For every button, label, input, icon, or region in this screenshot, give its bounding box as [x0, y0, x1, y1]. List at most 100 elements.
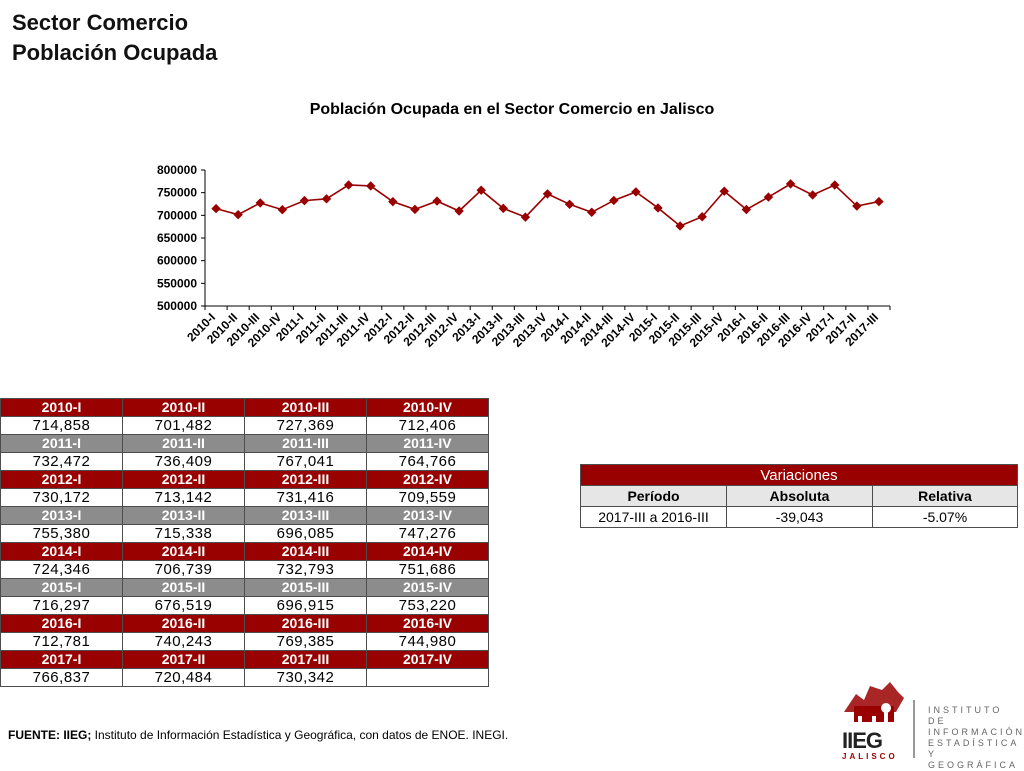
period-value: 701,482 — [122, 416, 245, 435]
period-label: 2013-II — [122, 506, 245, 525]
table-value-row: 732,472 736,409 767,041 764,766 — [0, 452, 489, 471]
period-value: 730,342 — [244, 668, 367, 687]
table-value-row: 724,346 706,739 732,793 751,686 — [0, 560, 489, 579]
period-value: 724,346 — [0, 560, 123, 579]
period-value: 731,416 — [244, 488, 367, 507]
period-label: 2015-I — [0, 578, 123, 597]
period-value: 696,085 — [244, 524, 367, 543]
data-point — [830, 180, 840, 190]
period-label: 2017-III — [244, 650, 367, 669]
period-value: 764,766 — [366, 452, 489, 471]
period-value — [366, 668, 489, 687]
page-title-block: Sector Comercio Población Ocupada — [12, 8, 217, 68]
data-point — [564, 199, 575, 210]
y-tick-label: 750000 — [157, 186, 197, 200]
logo-institute-name: INSTITUTO DE INFORMACIÓN ESTADÍSTICA Y G… — [928, 705, 1024, 770]
page-title: Sector Comercio — [12, 10, 189, 35]
period-label: 2016-III — [244, 614, 367, 633]
table-label-row: 2013-I 2013-II 2013-III 2013-IV — [0, 506, 489, 525]
data-point — [432, 196, 442, 206]
period-label: 2011-II — [122, 434, 245, 453]
data-point — [586, 207, 597, 217]
table-label-row: 2016-I 2016-II 2016-III 2016-IV — [0, 614, 489, 633]
period-value: 706,739 — [122, 560, 245, 579]
cell-relative: -5.07% — [872, 506, 1018, 528]
period-label: 2017-II — [122, 650, 245, 669]
table-value-row: 730,172 713,142 731,416 709,559 — [0, 488, 489, 507]
period-label: 2015-III — [244, 578, 367, 597]
data-table: 2010-I 2010-II 2010-III 2010-IV 714,858 701,4… — [0, 398, 489, 687]
table-label-row: 2011-I 2011-II 2011-III 2011-IV — [0, 434, 489, 453]
data-point — [653, 203, 663, 213]
table-label-row: 2010-I 2010-II 2010-III 2010-IV — [0, 398, 489, 417]
period-label: 2010-II — [122, 398, 245, 417]
period-label: 2010-I — [0, 398, 123, 417]
y-tick-label: 650000 — [157, 231, 197, 245]
data-point — [763, 192, 774, 202]
table-value-row: 716,297 676,519 696,915 753,220 — [0, 596, 489, 615]
col-absolute: Absoluta — [726, 485, 873, 507]
period-label: 2016-II — [122, 614, 245, 633]
period-value: 714,858 — [0, 416, 123, 435]
data-point — [631, 187, 641, 197]
cell-period: 2017-III a 2016-III — [580, 506, 727, 528]
data-point — [874, 196, 884, 207]
period-value: 676,519 — [122, 596, 245, 615]
period-value: 720,484 — [122, 668, 245, 687]
period-value: 730,172 — [0, 488, 123, 507]
data-point — [741, 204, 752, 215]
table-value-row: 755,380 715,338 696,085 747,276 — [0, 524, 489, 543]
source-note: FUENTE: IIEG; Instituto de Información E… — [8, 728, 508, 742]
y-tick-label: 600000 — [157, 254, 197, 268]
period-value: 716,297 — [0, 596, 123, 615]
period-value: 740,243 — [122, 632, 245, 651]
period-value: 712,406 — [366, 416, 489, 435]
data-point — [498, 203, 509, 214]
period-label: 2016-IV — [366, 614, 489, 633]
data-point — [343, 180, 354, 190]
data-point — [255, 198, 265, 208]
table-value-row: 712,781 740,243 769,385 744,980 — [0, 632, 489, 651]
line-chart: 500000 550000 600000 650000 700000 750000 8000… — [157, 163, 891, 350]
table-value-row: 714,858 701,482 727,369 712,406 — [0, 416, 489, 435]
period-value: 766,837 — [0, 668, 123, 687]
period-value: 755,380 — [0, 524, 123, 543]
iieg-logo — [844, 682, 904, 724]
data-point — [852, 201, 862, 211]
logo-state: JALISCO — [842, 752, 898, 761]
period-label: 2014-III — [244, 542, 367, 561]
period-value: 736,409 — [122, 452, 245, 471]
data-point — [388, 196, 398, 207]
period-value: 713,142 — [122, 488, 245, 507]
period-value: 709,559 — [366, 488, 489, 507]
table-label-row: 2017-I 2017-II 2017-III 2017-IV — [0, 650, 489, 669]
period-label: 2015-II — [122, 578, 245, 597]
period-label: 2013-III — [244, 506, 367, 525]
variations-table: Variaciones Período Absoluta Relativa 20… — [580, 464, 1018, 528]
chart-title: Población Ocupada en el Sector Comercio … — [309, 101, 715, 118]
period-value: 715,338 — [122, 524, 245, 543]
table-label-row: 2012-I 2012-II 2012-III 2012-IV — [0, 470, 489, 489]
period-value: 751,686 — [366, 560, 489, 579]
variations-title: Variaciones — [580, 464, 1018, 486]
period-label: 2011-I — [0, 434, 123, 453]
y-tick-label: 700000 — [157, 208, 197, 222]
period-value: 753,220 — [366, 596, 489, 615]
cell-absolute: -39,043 — [726, 506, 873, 528]
period-label: 2011-III — [244, 434, 367, 453]
period-label: 2012-I — [0, 470, 123, 489]
period-label: 2012-II — [122, 470, 245, 489]
y-tick-label: 500000 — [157, 299, 197, 313]
data-point — [233, 209, 243, 220]
page-subtitle: Población Ocupada — [12, 40, 218, 65]
y-tick-label: 550000 — [157, 276, 197, 290]
data-point — [697, 212, 707, 222]
y-tick-label: 800000 — [157, 163, 197, 177]
period-value: 744,980 — [366, 632, 489, 651]
period-value: 712,781 — [0, 632, 123, 651]
period-label: 2013-IV — [366, 506, 489, 525]
period-label: 2017-IV — [366, 650, 489, 669]
data-point — [321, 194, 332, 204]
data-point — [520, 212, 531, 222]
logo-acronym: IIEG — [842, 728, 883, 753]
